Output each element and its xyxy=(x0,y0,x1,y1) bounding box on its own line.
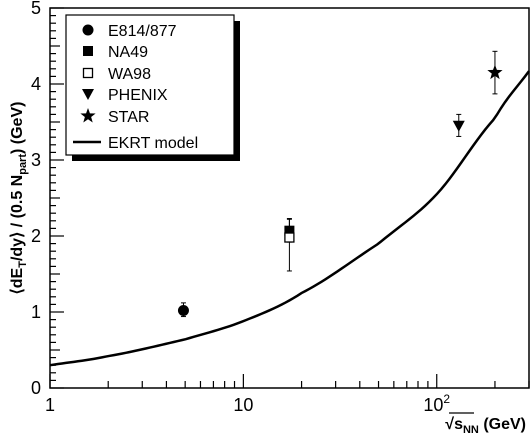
y-tick-label: 5 xyxy=(31,0,41,18)
legend-box xyxy=(65,14,235,156)
legend-marker-na49 xyxy=(83,46,93,56)
axis-ticks xyxy=(49,7,530,389)
legend-label-star: STAR xyxy=(108,109,149,126)
legend-marker-e814-877 xyxy=(82,24,94,36)
y-axis-title: ⟨dET/dy⟩ / (0.5 Npart) (GeV) xyxy=(9,102,29,295)
y-tick-label: 2 xyxy=(31,226,41,246)
data-point-star xyxy=(487,64,503,80)
data-point-e814-877 xyxy=(177,304,189,316)
legend-marker-star xyxy=(80,108,96,123)
legend-marker-phenix xyxy=(82,89,94,100)
legend-label-ekrt: EKRT model xyxy=(108,135,198,152)
legend-markers xyxy=(80,24,96,123)
y-tick-label: 0 xyxy=(31,378,41,398)
legend-label-na49: NA49 xyxy=(108,44,148,61)
ekrt-model-curve xyxy=(49,70,531,367)
x-tick-label: 10 xyxy=(233,395,253,415)
legend-marker-wa98 xyxy=(82,67,94,79)
data-point-wa98 xyxy=(284,232,295,243)
y-tick-label: 3 xyxy=(31,150,41,170)
data-point-phenix xyxy=(452,120,465,132)
x-axis-title: √sNN (GeV) xyxy=(445,416,526,435)
legend-label-wa98: WA98 xyxy=(108,66,151,83)
legend-label-e814: E814/877 xyxy=(108,23,177,40)
legend-label-phenix: PHENIX xyxy=(108,87,168,104)
x-tick-label: 1 xyxy=(45,395,55,415)
y-tick-label: 1 xyxy=(31,302,41,322)
y-tick-label: 4 xyxy=(31,74,41,94)
legend: E814/877 NA49 WA98 PHENIX STAR EKRT mode… xyxy=(65,14,240,161)
data-markers xyxy=(177,50,503,318)
x-tick-label: 102 xyxy=(423,392,450,415)
